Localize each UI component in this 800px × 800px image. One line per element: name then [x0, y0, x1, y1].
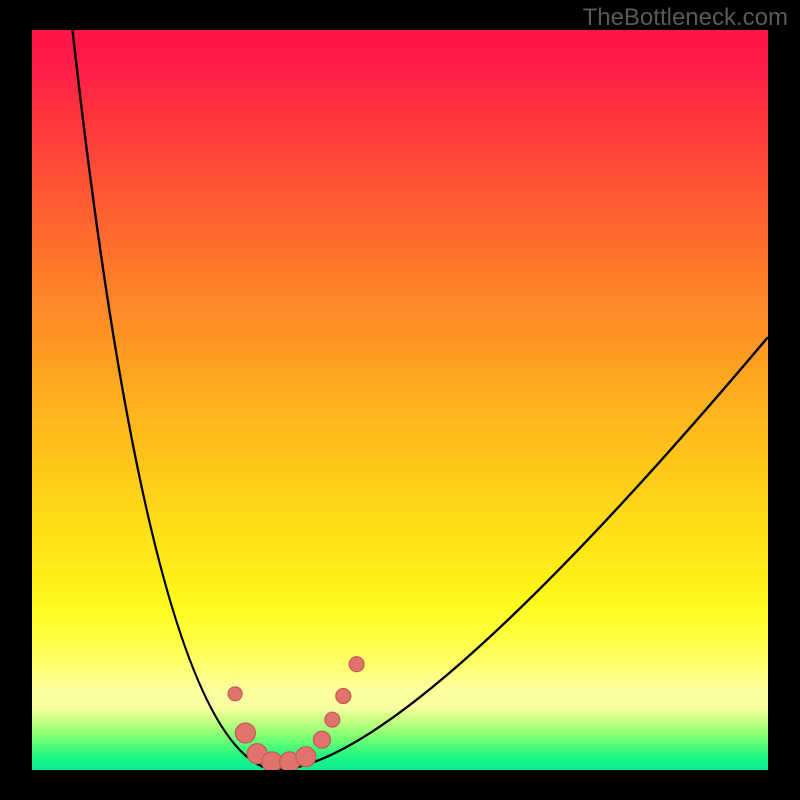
watermark-text: TheBottleneck.com [583, 4, 788, 32]
marker-dot [262, 752, 282, 772]
marker-dot [296, 747, 316, 767]
marker-dot [228, 687, 242, 701]
marker-dot [235, 723, 255, 743]
marker-dot [336, 689, 351, 704]
chart-svg [0, 0, 800, 800]
marker-dot [349, 657, 364, 672]
gradient-background [32, 30, 768, 770]
marker-dot [325, 712, 340, 727]
plot-area [32, 30, 768, 772]
chart-container: TheBottleneck.com [0, 0, 800, 800]
marker-dot [314, 731, 331, 748]
